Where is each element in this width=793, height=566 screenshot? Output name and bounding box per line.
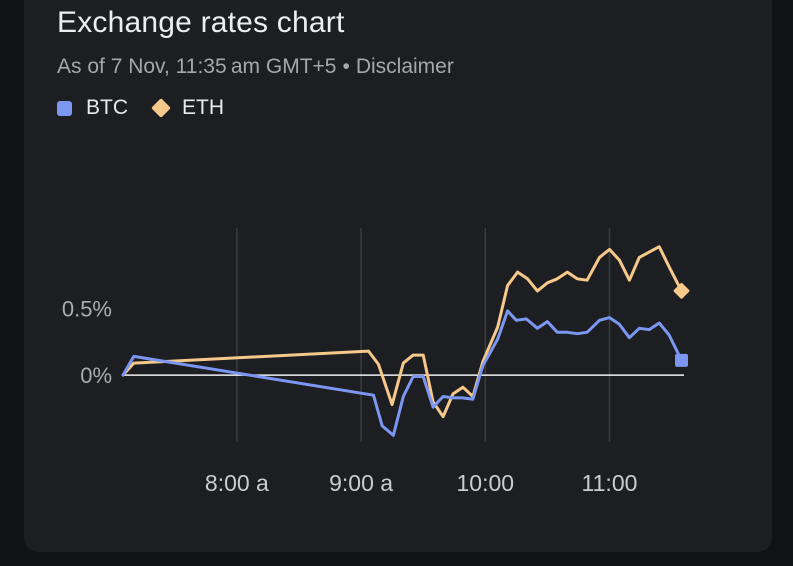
x-tick-label: 10:00 <box>457 470 515 496</box>
chart-legend: BTC ETH <box>57 96 246 120</box>
chart-title: Exchange rates chart <box>57 6 345 39</box>
chart-subtitle: As of 7 Nov, 11:35 am GMT+5 • Disclaimer <box>57 55 454 79</box>
as-of-timestamp: As of 7 Nov, 11:35 am GMT+5 <box>57 55 337 78</box>
chart-card <box>24 0 772 552</box>
series-line-btc[interactable] <box>121 309 683 437</box>
y-tick-label: 0% <box>80 363 112 388</box>
series-line-eth[interactable] <box>121 245 683 419</box>
series-layer <box>121 245 690 437</box>
legend-label-eth: ETH <box>182 96 224 119</box>
x-tick-label: 11:00 <box>582 470 638 496</box>
y-tick-label: 0.5% <box>62 296 112 321</box>
disclaimer-link[interactable]: Disclaimer <box>355 55 454 78</box>
separator: • <box>342 55 350 78</box>
x-tick-label: 8:00 a <box>205 470 269 496</box>
eth-end-marker[interactable] <box>673 282 690 299</box>
btc-end-marker[interactable] <box>675 353 689 367</box>
legend-label-btc: BTC <box>86 96 128 119</box>
x-tick-label: 9:00 a <box>329 470 393 496</box>
grid-layer <box>236 228 611 442</box>
label-layer: 8:00 a 9:00 a 10:00 11:00 0% 0.5% <box>62 296 638 496</box>
btc-square-icon <box>57 100 72 116</box>
legend-item-btc[interactable]: BTC <box>57 96 128 120</box>
legend-item-eth[interactable]: ETH <box>150 96 224 120</box>
